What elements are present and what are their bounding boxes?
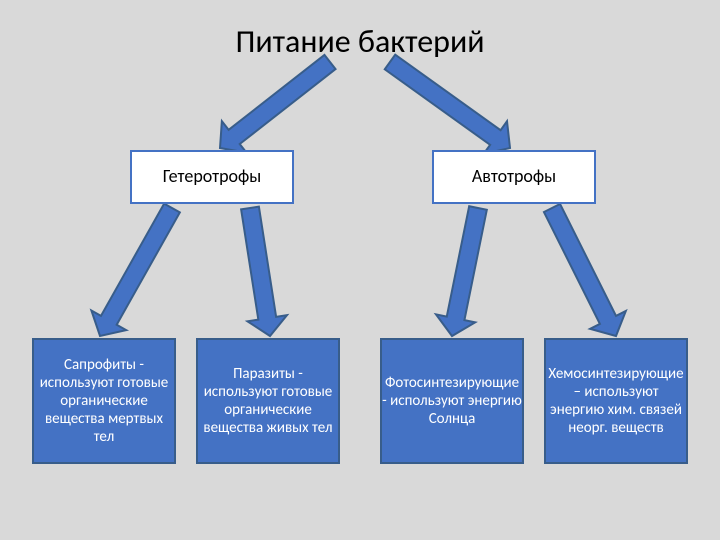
node-chemosynthetic: Хемосинтезирующие – используют энергию х… bbox=[544, 338, 688, 464]
node-autotrophs: Автотрофы bbox=[432, 150, 596, 204]
arrow bbox=[83, 198, 190, 346]
node-heterotrophs: Гетеротрофы bbox=[130, 150, 294, 204]
node-label: Сапрофиты - используют готовые органичес… bbox=[34, 356, 174, 446]
arrow bbox=[378, 46, 521, 165]
arrow bbox=[534, 199, 634, 345]
arrow bbox=[230, 205, 290, 339]
node-label: Паразиты - используют готовые органическ… bbox=[198, 365, 338, 437]
node-label: Автотрофы bbox=[472, 166, 556, 188]
node-saprophytes: Сапрофиты - используют готовые органичес… bbox=[32, 338, 176, 464]
node-label: Фотосинтезирующие - используют энергию С… bbox=[382, 374, 522, 428]
arrow bbox=[208, 46, 343, 164]
node-label: Хемосинтезирующие – используют энергию х… bbox=[546, 365, 686, 437]
node-photosynthetic: Фотосинтезирующие - используют энергию С… bbox=[380, 338, 524, 464]
node-label: Гетеротрофы bbox=[163, 166, 262, 188]
node-parasites: Паразиты - используют готовые органическ… bbox=[196, 338, 340, 464]
arrow bbox=[432, 204, 497, 340]
